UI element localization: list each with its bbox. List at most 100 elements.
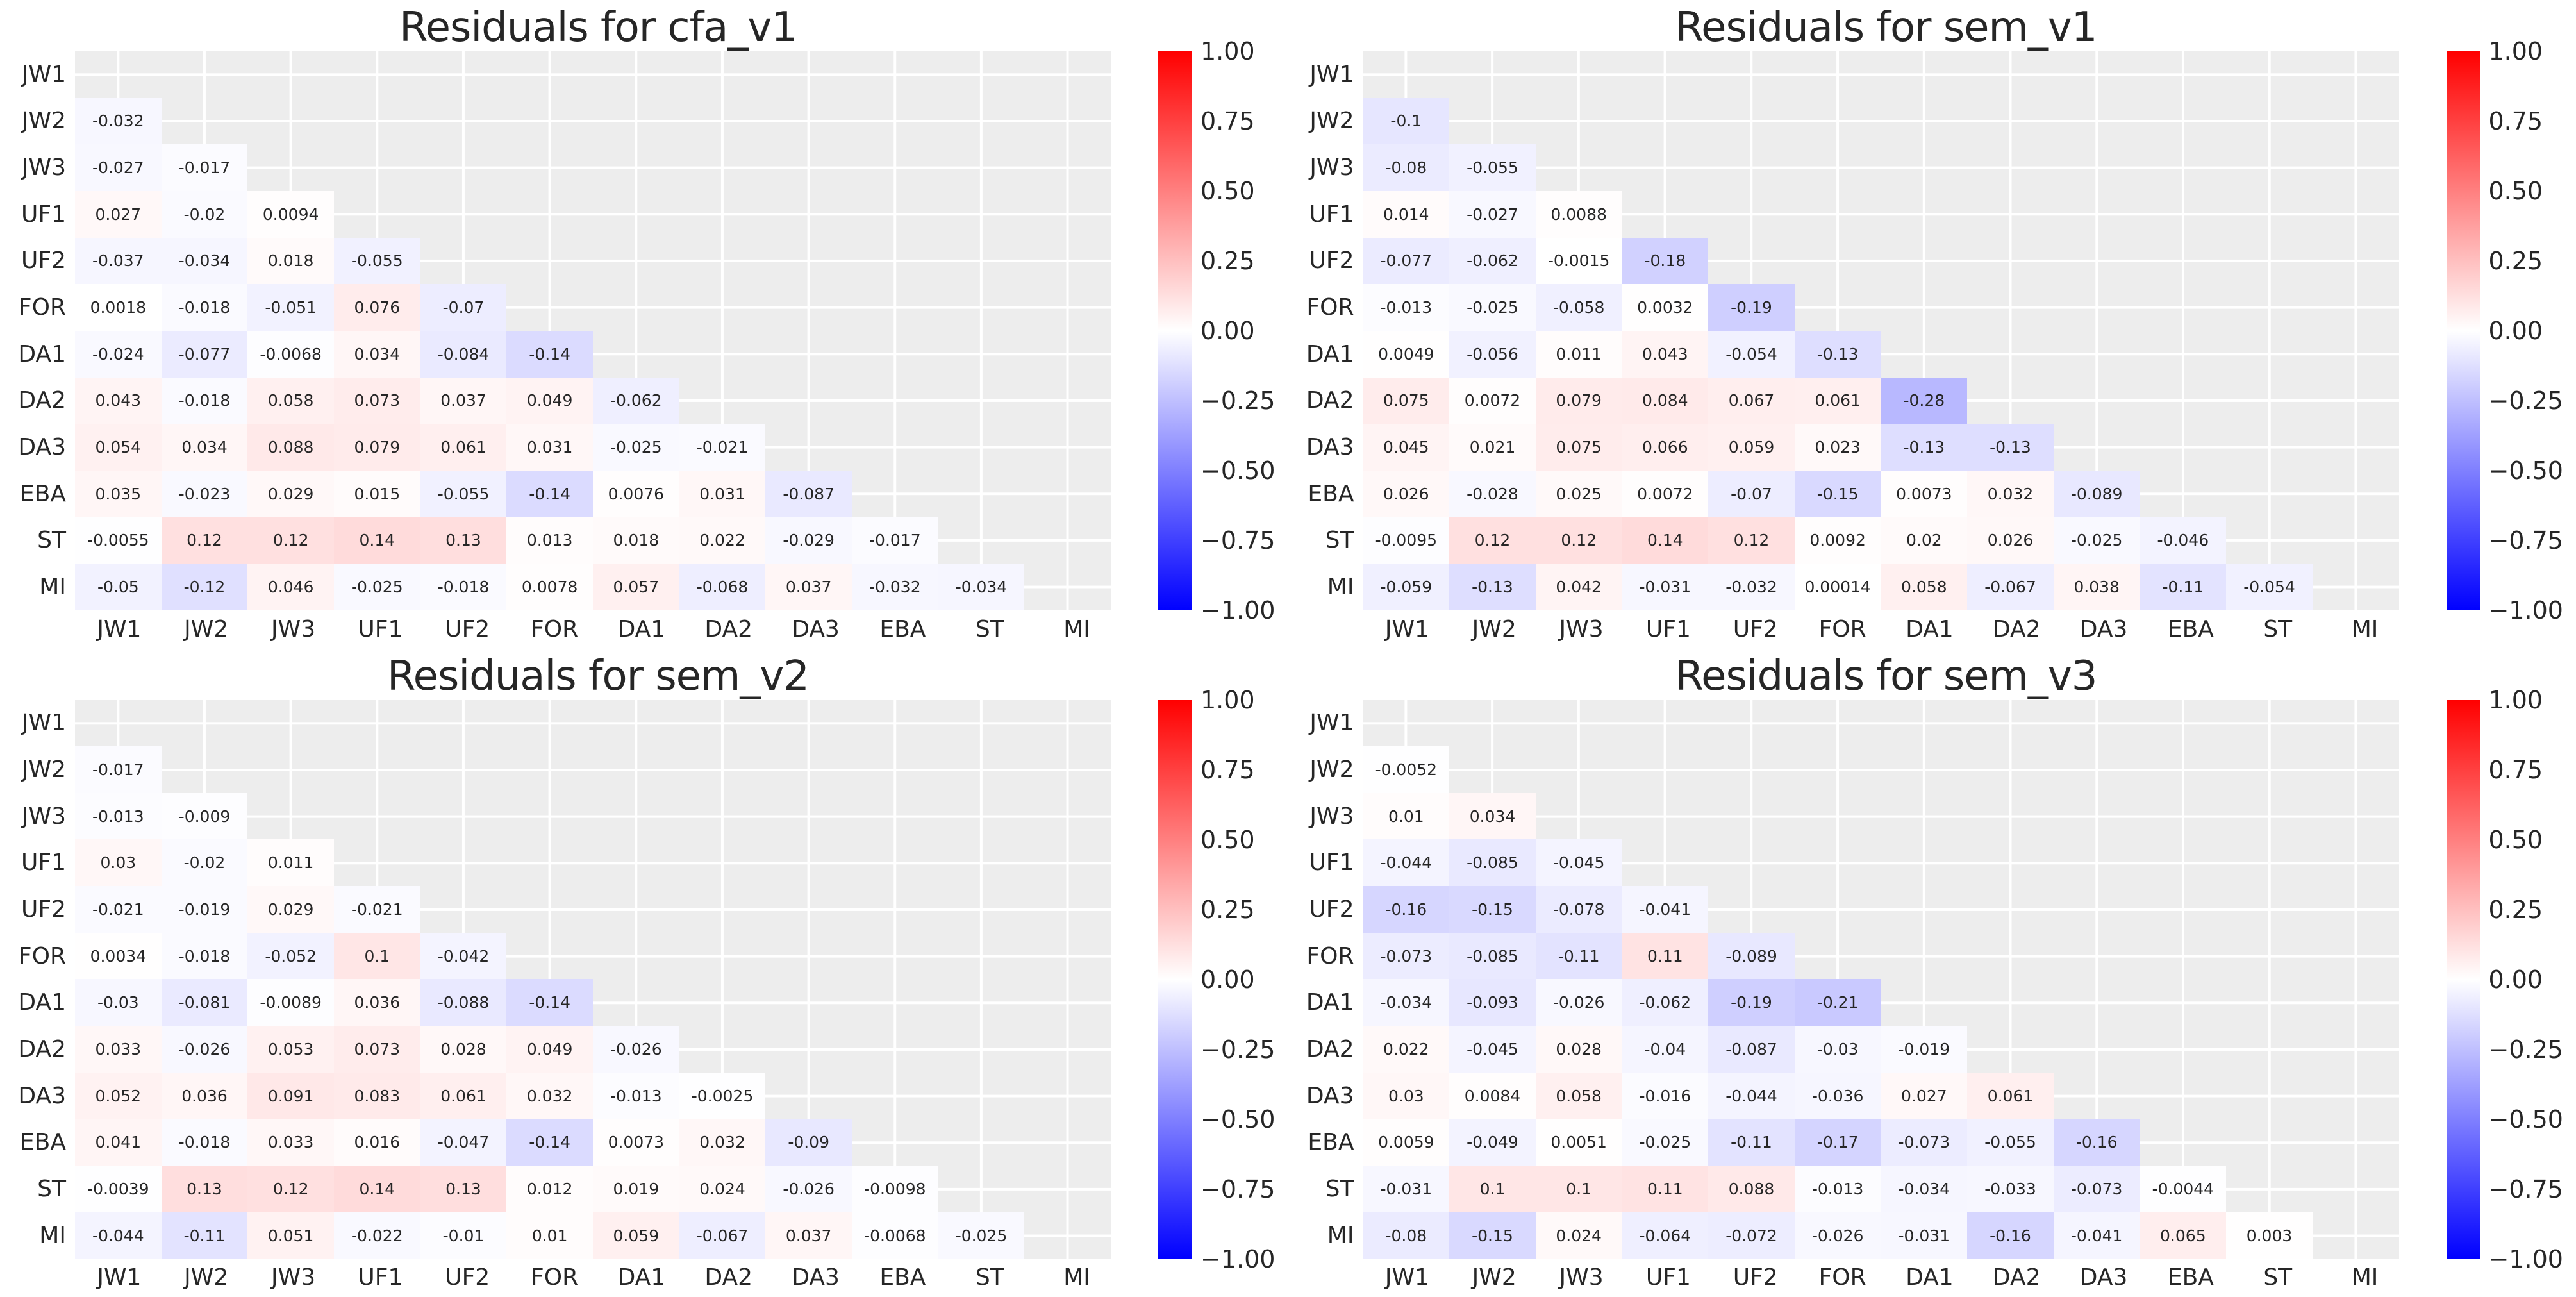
heatmap-cell — [765, 793, 852, 840]
heatmap-cell: -0.0055 — [74, 517, 162, 564]
colorbar-tick-label: 1.00 — [2488, 685, 2543, 714]
heatmap-cell: -0.0089 — [247, 979, 334, 1026]
heatmap-cell — [506, 700, 593, 747]
heatmap-cell — [2140, 933, 2226, 980]
heatmap-cell: 0.075 — [1535, 424, 1622, 471]
heatmap-cell — [1708, 191, 1795, 238]
heatmap-cell — [2313, 144, 2399, 191]
heatmap-cell — [1795, 98, 1881, 145]
heatmap-cell — [1967, 793, 2054, 840]
heatmap-cell — [2226, 793, 2313, 840]
heatmap-cell — [2313, 746, 2399, 793]
heatmap-cell: -0.055 — [1449, 144, 1536, 191]
heatmap-cell — [765, 331, 852, 378]
heatmap-cell: 0.13 — [420, 1166, 507, 1212]
heatmap-cell: 0.051 — [247, 1212, 334, 1259]
y-tick-label: UF1 — [21, 201, 66, 228]
heatmap-cell — [1024, 471, 1111, 517]
heatmap-cell: -0.062 — [592, 377, 679, 424]
x-tick-label: UF2 — [445, 615, 490, 642]
heatmap-cell: 0.061 — [420, 424, 507, 471]
heatmap-cell — [938, 793, 1025, 840]
heatmap-cell — [679, 238, 766, 285]
heatmap-cell — [852, 98, 938, 145]
heatmap-cell — [1024, 793, 1111, 840]
heatmap-cell — [765, 424, 852, 471]
heatmap-cell — [1024, 1212, 1111, 1259]
colorbar-tick-label: 0.00 — [1201, 965, 1255, 994]
heatmap-cell: -0.0098 — [851, 1166, 938, 1212]
colorbar-tick-label: 0.25 — [1201, 895, 1255, 924]
heatmap-cell — [2140, 793, 2226, 840]
heatmap-cell — [2140, 191, 2226, 238]
heatmap-cell: -0.037 — [74, 237, 162, 285]
heatmap-cell: 0.011 — [1535, 330, 1622, 378]
heatmap-cell: -0.11 — [161, 1212, 248, 1259]
heatmap-cell — [852, 839, 938, 886]
colorbar-tick-label: 0.25 — [2488, 247, 2543, 275]
colorbar-tick-label: 1.00 — [1201, 37, 1255, 65]
heatmap-cell — [679, 839, 766, 886]
heatmap-cell: 0.11 — [1622, 1166, 1709, 1212]
colorbar-tick-labels: 1.00 0.75 0.50 0.25 0.00 −0.25 −0.50 −0.75 −1.00 — [1192, 686, 1288, 1273]
heatmap-cell — [2226, 378, 2313, 424]
heatmap-cell — [1536, 51, 1622, 98]
heatmap-cell: -0.026 — [1794, 1212, 1881, 1259]
heatmap-cell — [1708, 700, 1795, 747]
heatmap-cell: -0.16 — [2053, 1119, 2140, 1166]
heatmap-cell: -0.025 — [592, 424, 679, 471]
heatmap-cell: -0.031 — [1363, 1166, 1450, 1212]
y-tick-label: JW2 — [1309, 756, 1354, 783]
heatmap-cell: -0.025 — [1622, 1119, 1709, 1166]
heatmap-cell: -0.009 — [161, 792, 248, 840]
heatmap-cell: -0.013 — [1363, 284, 1450, 331]
heatmap-cell — [938, 378, 1025, 424]
panel-title: Residuals for sem_v2 — [387, 652, 810, 700]
x-tick-label: UF2 — [1733, 1264, 1778, 1291]
heatmap-cell: -0.034 — [161, 237, 248, 285]
heatmap-cell: 0.022 — [679, 517, 766, 564]
heatmap-cell: -0.12 — [161, 564, 248, 610]
y-tick-label: ST — [37, 1175, 66, 1202]
heatmap-cell: -0.28 — [1881, 377, 1968, 424]
heatmap-cell: -0.072 — [1708, 1212, 1795, 1259]
heatmap-panel-sem-v1: Residuals for sem_v1 JW1 JW2 JW3 UF1 UF2 FOR D… — [1288, 0, 2576, 648]
colorbar-tick-label: −0.25 — [1201, 387, 1276, 415]
x-tick-label: JW1 — [97, 615, 142, 642]
x-tick-label: JW2 — [1472, 615, 1517, 642]
heatmap-cell — [506, 886, 593, 933]
colorbar-tick-label: 0.00 — [2488, 317, 2543, 345]
colorbar-tick-label: 0.75 — [2488, 107, 2543, 135]
colorbar: 1.00 0.75 0.50 0.25 0.00 −0.25 −0.50 −0.75 −1.00 — [1158, 37, 1288, 624]
heatmap-cell: -0.04 — [1622, 1026, 1709, 1073]
y-tick-label: DA2 — [1306, 387, 1354, 414]
heatmap-cell — [2054, 144, 2140, 191]
heatmap-cell — [162, 700, 248, 747]
heatmap-cell — [938, 424, 1025, 471]
heatmap-cell: 0.061 — [420, 1072, 507, 1119]
y-tick-label: EBA — [19, 480, 66, 507]
heatmap-cell — [938, 700, 1025, 747]
heatmap-cell — [2054, 378, 2140, 424]
heatmap-cell — [1622, 700, 1708, 747]
heatmap-cell — [1024, 700, 1111, 747]
heatmap-cell: -0.045 — [1449, 1026, 1536, 1073]
heatmap-cell — [2140, 424, 2226, 471]
heatmap-cell — [1536, 144, 1622, 191]
heatmap-cell — [679, 284, 766, 331]
heatmap-cell: -0.19 — [1708, 284, 1795, 331]
heatmap-cell — [852, 1026, 938, 1073]
y-tick-label: EBA — [19, 1129, 66, 1156]
heatmap-cell — [1881, 331, 1967, 378]
heatmap-cell — [2140, 471, 2226, 517]
heatmap-cell — [1795, 793, 1881, 840]
heatmap-cell — [1881, 51, 1967, 98]
heatmap-cell: 0.025 — [1535, 470, 1622, 517]
heatmap-cell — [2226, 471, 2313, 517]
heatmap-cell: -0.052 — [247, 932, 334, 980]
y-tick-label: MI — [39, 1222, 66, 1249]
heatmap-cell — [852, 979, 938, 1026]
colorbar-tick-label: −1.00 — [1201, 1244, 1276, 1273]
heatmap-cell: -0.013 — [1794, 1166, 1881, 1212]
heatmap-cell — [1622, 98, 1708, 145]
